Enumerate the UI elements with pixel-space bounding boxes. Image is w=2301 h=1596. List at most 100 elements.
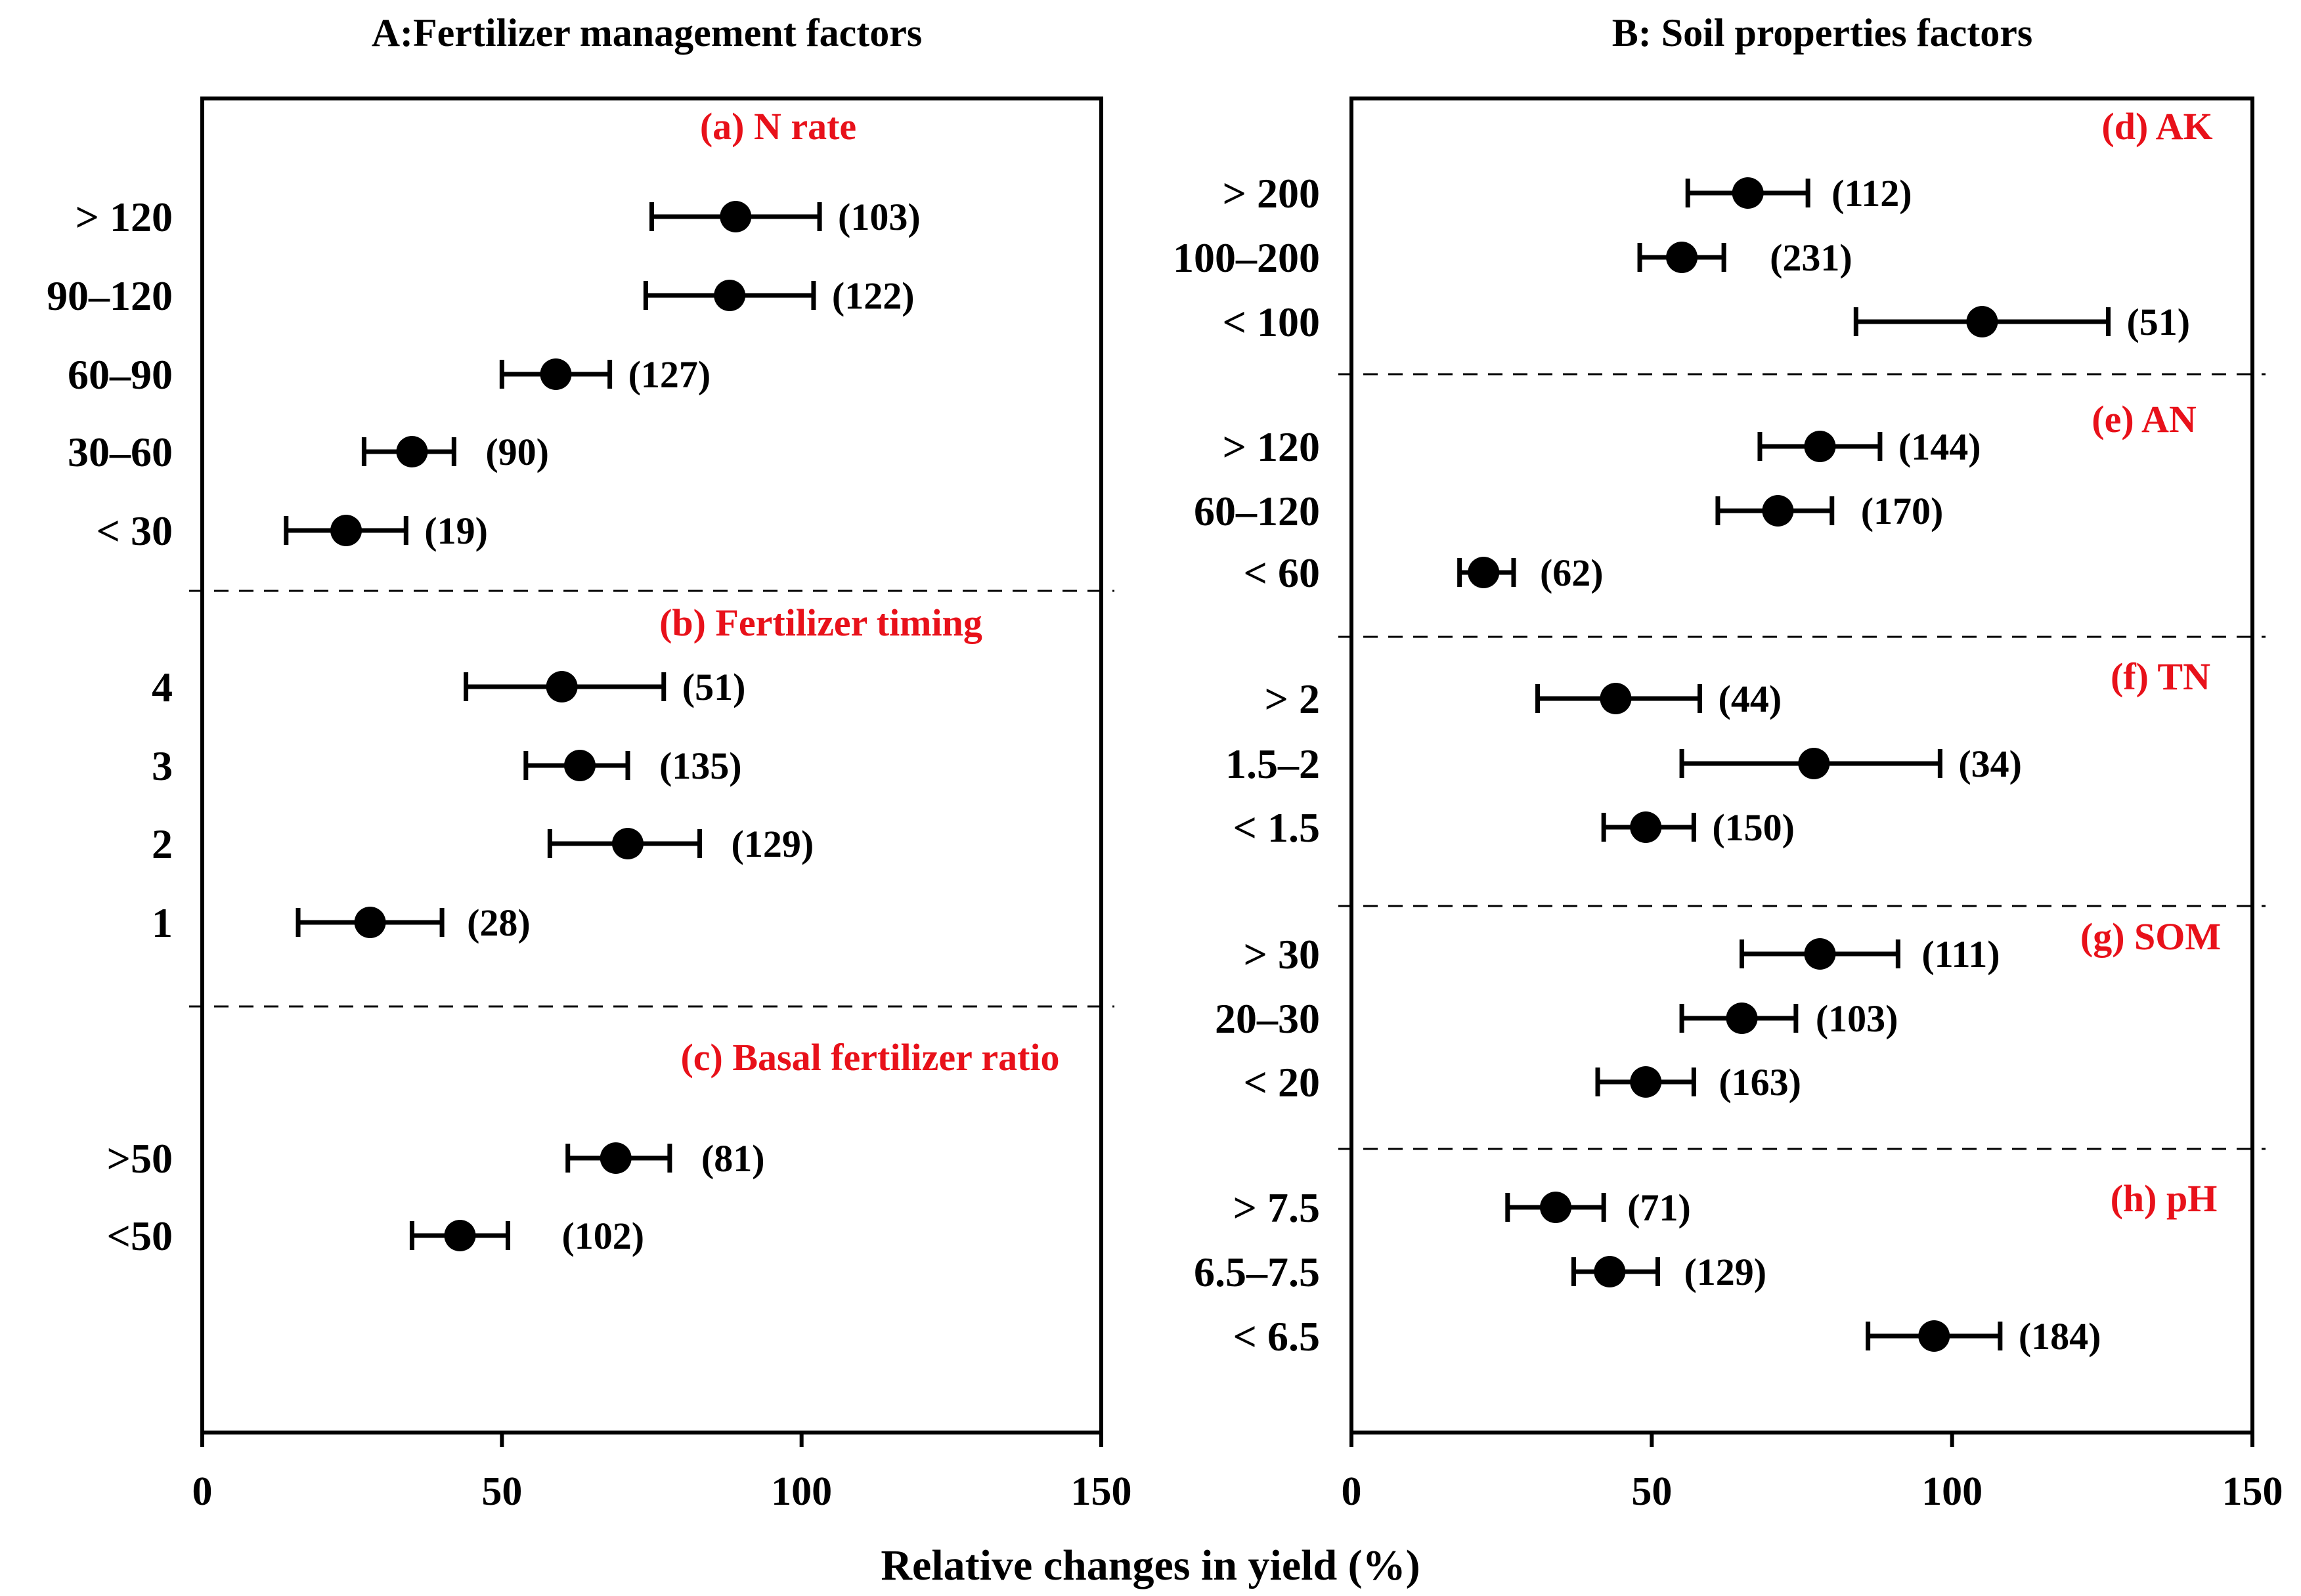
group-label: (g) SOM xyxy=(2080,915,2221,958)
x-tick-label: 150 xyxy=(2222,1469,2283,1514)
category-label: < 20 xyxy=(1244,1059,1320,1106)
mean-point xyxy=(1539,1192,1571,1223)
group-label: (c) Basal fertilizer ratio xyxy=(680,1036,1059,1079)
category-label: 4 xyxy=(152,664,173,710)
category-label: 60–120 xyxy=(1194,488,1320,534)
mean-point xyxy=(546,671,578,702)
mean-point xyxy=(1966,306,1998,337)
plot-frame xyxy=(1349,97,2254,1434)
group-label: (e) AN xyxy=(2092,398,2197,441)
category-label: 60–90 xyxy=(68,351,173,398)
category-label: 2 xyxy=(152,821,173,867)
category-label: > 7.5 xyxy=(1233,1184,1320,1231)
sample-size-label: (51) xyxy=(2126,301,2190,343)
sample-size-label: (90) xyxy=(485,431,549,473)
category-label: > 120 xyxy=(1223,423,1320,470)
mean-point xyxy=(1594,1256,1626,1287)
mean-point xyxy=(1798,748,1830,779)
group-label: (h) pH xyxy=(2111,1177,2218,1220)
category-label: 100–200 xyxy=(1173,234,1320,281)
mean-point xyxy=(1804,431,1836,462)
sample-size-label: (19) xyxy=(424,509,488,552)
category-label: > 200 xyxy=(1223,170,1320,217)
sample-size-label: (150) xyxy=(1712,806,1795,849)
x-tick-label: 50 xyxy=(481,1469,522,1514)
mean-point xyxy=(354,907,386,938)
x-tick-label: 50 xyxy=(1631,1469,1672,1514)
mean-point xyxy=(720,201,752,232)
category-label: < 6.5 xyxy=(1233,1313,1320,1360)
sample-size-label: (102) xyxy=(561,1215,644,1257)
panel-title: A:Fertilizer management factors xyxy=(372,11,923,54)
sample-size-label: (103) xyxy=(1816,997,1898,1040)
sample-size-label: (144) xyxy=(1898,425,1981,468)
mean-point xyxy=(1666,242,1698,273)
x-tick-label: 100 xyxy=(1921,1469,1983,1514)
group-label: (d) AK xyxy=(2101,105,2212,148)
category-label: < 30 xyxy=(97,507,173,554)
mean-point xyxy=(444,1220,476,1251)
sample-size-label: (71) xyxy=(1627,1186,1691,1229)
sample-size-label: (129) xyxy=(1684,1251,1766,1293)
mean-point xyxy=(1762,495,1794,527)
mean-point xyxy=(714,280,746,311)
category-label: 3 xyxy=(152,743,173,789)
category-label: 1 xyxy=(152,899,173,946)
sample-size-label: (103) xyxy=(838,196,921,238)
group-label: (b) Fertilizer timing xyxy=(659,601,982,644)
mean-point xyxy=(1918,1320,1950,1352)
sample-size-label: (231) xyxy=(1770,236,1852,279)
mean-point xyxy=(1630,1066,1662,1098)
category-label: >50 xyxy=(107,1135,173,1182)
sample-size-label: (62) xyxy=(1540,551,1604,594)
sample-size-label: (122) xyxy=(832,274,915,317)
sample-size-label: (34) xyxy=(1958,743,2022,785)
sample-size-label: (163) xyxy=(1719,1061,1801,1104)
group-label: (a) N rate xyxy=(700,105,856,148)
sample-size-label: (111) xyxy=(1921,933,2000,976)
category-label: > 120 xyxy=(76,194,173,240)
category-label: 20–30 xyxy=(1215,995,1320,1042)
x-tick-label: 150 xyxy=(1071,1469,1132,1514)
mean-point xyxy=(1630,811,1662,843)
category-label: 30–60 xyxy=(68,429,173,475)
category-label: 1.5–2 xyxy=(1225,741,1320,787)
mean-point xyxy=(1468,557,1500,588)
mean-point xyxy=(563,750,596,781)
sample-size-label: (28) xyxy=(467,901,531,944)
sample-size-label: (129) xyxy=(732,823,814,865)
x-tick-label: 100 xyxy=(771,1469,832,1514)
mean-point xyxy=(611,828,644,859)
mean-point xyxy=(330,515,362,546)
mean-point xyxy=(1804,938,1836,970)
group-label: (f) TN xyxy=(2111,655,2210,698)
mean-point xyxy=(1726,1003,1758,1034)
plot-frame xyxy=(200,97,1103,1434)
category-label: < 60 xyxy=(1244,550,1320,596)
sample-size-label: (51) xyxy=(682,666,746,708)
sample-size-label: (112) xyxy=(1831,172,1912,215)
category-label: 90–120 xyxy=(47,272,173,319)
x-tick-label: 0 xyxy=(1342,1469,1362,1514)
category-label: > 30 xyxy=(1244,931,1320,978)
panel-a-fertilizer-management: A:Fertilizer management factors 0 50 100 150… xyxy=(47,11,1132,1514)
sample-size-label: (44) xyxy=(1719,678,1782,720)
panel-title: B: Soil properties factors xyxy=(1612,11,2032,54)
mean-point xyxy=(1732,177,1764,209)
panel-b-soil-properties: B: Soil properties factors 0 50 100 150 (d) A… xyxy=(1173,11,2283,1514)
sample-size-label: (170) xyxy=(1861,490,1944,532)
sample-size-label: (81) xyxy=(701,1137,765,1180)
category-label: < 100 xyxy=(1223,299,1320,345)
category-label: > 2 xyxy=(1265,676,1320,722)
sample-size-label: (127) xyxy=(628,353,711,396)
x-axis-title: Relative changes in yield (%) xyxy=(881,1542,1420,1589)
sample-size-label: (184) xyxy=(2019,1315,2101,1358)
mean-point xyxy=(1600,683,1632,714)
sample-size-label: (135) xyxy=(659,744,742,787)
mean-point xyxy=(600,1142,632,1174)
category-label: <50 xyxy=(107,1213,173,1259)
mean-point xyxy=(540,358,572,390)
category-label: < 1.5 xyxy=(1233,804,1320,851)
